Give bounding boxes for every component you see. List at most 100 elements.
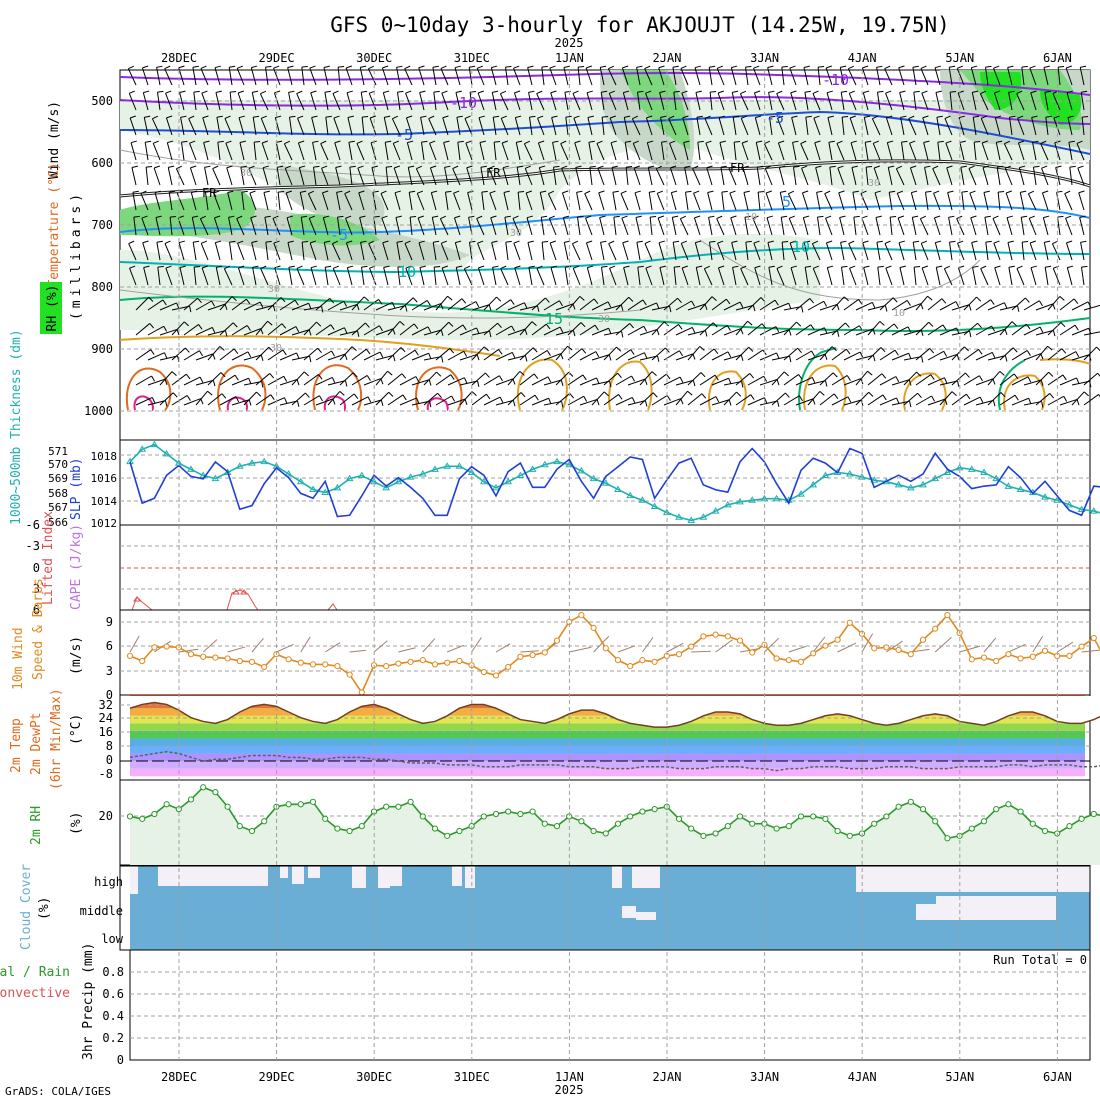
bottom-date-axis: 28DEC 29DEC 30DEC 31DEC 1JAN 2JAN 3JAN 4JAN 5JAN… [161,1070,1072,1084]
rh-point [139,815,146,822]
rh-point [724,823,731,830]
precip-tick: 0.4 [102,1009,124,1023]
rh-point [1066,823,1073,830]
date-label-top: 5JAN [945,51,974,65]
wind-point [553,637,561,644]
thickness-tick: 568 [48,487,68,500]
temperature-panel: 32 24 16 8 0 -8 2m Temp 2m DewPt (6hr Mi… [9,688,1100,790]
thickness-axis-label: 1000~500mb Thickness (dm) [9,329,24,525]
rh-point [993,806,1000,813]
thickness-point [187,465,195,472]
thickness-point [638,496,647,503]
thickness-point [455,462,464,469]
rh-point [980,818,988,825]
rh-point [334,825,341,832]
temp-tick: 8 [106,739,113,753]
cloud-level-middle: middle [80,904,123,918]
date-label-bottom: 28DEC [161,1070,197,1084]
wind-point [224,655,231,662]
wind-point [407,658,414,665]
thickness-point [931,474,940,482]
date-label-top: 3JAN [750,51,779,65]
li-tick: -6 [26,518,40,532]
rh-point [444,832,451,839]
thickness-point [138,445,147,452]
contour-label: FR [486,166,501,180]
wind-point [602,645,609,652]
rh-point [736,813,744,820]
thickness-tick: 567 [48,501,68,514]
wind-point [919,636,927,643]
rh-point [151,810,158,818]
cloud-level-low: low [101,932,123,946]
wind-point [419,657,426,664]
wind-point [529,651,536,659]
rh-point [578,818,585,825]
wind-point [980,654,988,661]
wind-point [785,657,792,664]
thickness-point [516,471,525,479]
wind10m-panel: 9 6 3 0 10m Wind Speed & Barbs (m/s) [11,578,1100,702]
wind-point [297,659,304,666]
wind-point [993,657,1000,665]
wind-line [129,613,1100,695]
rh-point [688,825,695,832]
thickness-point [906,483,915,491]
thickness-point [162,449,171,457]
thickness-point [1016,485,1025,492]
contour-label: 30 [268,284,280,295]
wind-point [675,651,683,658]
wind-point [895,646,902,654]
rh-legend-swatch [40,282,62,334]
rh-point [346,827,353,835]
wind-point [383,663,390,670]
wind-point [810,650,817,657]
wind-point [932,625,939,632]
rh-point [1078,815,1085,822]
wind-point [590,624,597,631]
thickness-point [1041,493,1049,500]
thickness-point [711,507,720,514]
date-label-top: 6JAN [1043,51,1072,65]
thickness-point [589,474,598,482]
thickness-point [540,460,549,468]
rh-point [846,832,853,839]
rh-point [541,820,548,827]
rh-point [163,801,170,808]
cloud-cover-label: Cloud Cover [19,864,34,950]
rh2m-panel: 20 2m RH (%) [29,779,1100,866]
wind-point [456,657,463,665]
thickness-tick: 571 [48,445,68,458]
temperature-axis-label: Temperature (°C) [47,162,62,287]
wind-point [871,645,878,652]
rh-point [810,813,817,820]
wind-point [883,644,890,651]
rh-point [322,815,329,822]
cloud-units-label: (%) [37,897,52,920]
thickness-point [845,470,854,477]
wind-point [627,663,634,670]
thickness-point [980,468,988,475]
rh-point [126,813,134,820]
rh-series [126,784,1100,865]
thickness-point [675,513,683,520]
rh-point [309,798,317,805]
wind-point [261,663,268,671]
rh-point [797,813,805,820]
contour-label: 15 [545,310,563,328]
thickness-tick: 566 [48,516,68,529]
rh-point [895,803,902,810]
wind-tick: 3 [106,664,113,678]
date-label-bottom: 5JAN [945,1070,974,1084]
wind-point [236,657,243,665]
wind-speed-barbs-label: Speed & Barbs [31,578,46,680]
thickness-point [687,516,696,523]
pressure-tick: 500 [91,94,113,108]
thickness-point [504,477,513,485]
rh-axis-label: RH (%) [45,285,60,332]
thickness-point [894,480,903,488]
li-tick: 0 [33,561,40,575]
chart-title: GFS 0~10day 3-hourly for AKJOUJT (14.25W… [330,13,950,37]
wind-point [944,612,951,619]
rh-point [248,827,256,835]
